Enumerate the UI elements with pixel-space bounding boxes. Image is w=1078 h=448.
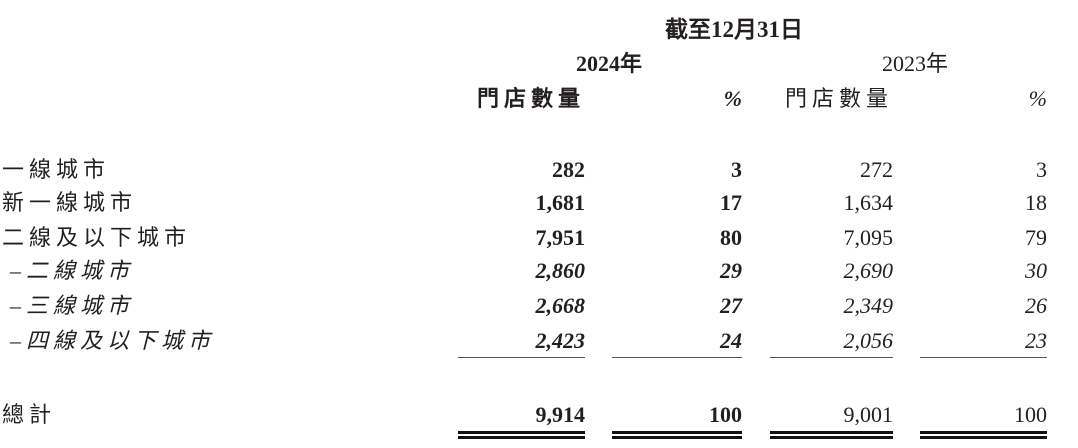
total-label: 總計 bbox=[2, 402, 57, 427]
total-double-rule bbox=[920, 431, 1047, 434]
cell-pct-2024: 24 bbox=[720, 328, 742, 353]
subtotal-rule bbox=[920, 357, 1047, 358]
row-label: –四線及以下城市 bbox=[10, 328, 216, 353]
cell-stores-2023: 2,056 bbox=[843, 328, 894, 353]
cell-stores-2024: 7,951 bbox=[535, 225, 586, 250]
period-header: 截至12月31日 bbox=[665, 17, 803, 42]
cell-pct-2024: 17 bbox=[720, 190, 742, 215]
row-label: 一線城市 bbox=[2, 157, 111, 182]
col-header-stores-2024: 門店數量 bbox=[476, 86, 585, 111]
cell-stores-2023: 2,349 bbox=[843, 293, 894, 318]
cell-stores-2024: 282 bbox=[552, 157, 585, 182]
col-header-stores-2023: 門店數量 bbox=[784, 86, 893, 111]
row-label: 新一線城市 bbox=[2, 190, 138, 215]
cell-stores-2023: 7,095 bbox=[843, 225, 894, 250]
cell-stores-2023: 272 bbox=[860, 157, 893, 182]
total-double-rule bbox=[920, 436, 1047, 439]
subtotal-rule bbox=[612, 357, 742, 358]
col-header-pct-2024: % bbox=[723, 86, 742, 111]
total-double-rule bbox=[770, 436, 893, 439]
cell-pct-2024: 27 bbox=[720, 293, 742, 318]
row-label: –二線城市 bbox=[10, 258, 135, 283]
cell-stores-2023: 2,690 bbox=[843, 258, 894, 283]
total-pct-2023: 100 bbox=[1014, 402, 1047, 427]
cell-pct-2024: 29 bbox=[720, 258, 742, 283]
total-stores-2024: 9,914 bbox=[535, 402, 586, 427]
col-header-pct-2023: % bbox=[1028, 86, 1047, 111]
total-double-rule bbox=[458, 436, 585, 439]
cell-stores-2024: 2,860 bbox=[535, 258, 586, 283]
cell-stores-2023: 1,634 bbox=[843, 190, 894, 215]
cell-stores-2024: 1,681 bbox=[535, 190, 586, 215]
row-label: 二線及以下城市 bbox=[2, 225, 192, 250]
row-label: –三線城市 bbox=[10, 293, 135, 318]
cell-stores-2024: 2,423 bbox=[535, 328, 586, 353]
total-pct-2024: 100 bbox=[709, 402, 742, 427]
year-2024-header: 2024年 bbox=[575, 51, 642, 76]
cell-pct-2023: 30 bbox=[1025, 258, 1047, 283]
total-double-rule bbox=[770, 431, 893, 434]
cell-pct-2023: 79 bbox=[1025, 225, 1047, 250]
cell-pct-2023: 18 bbox=[1025, 190, 1047, 215]
total-double-rule bbox=[458, 431, 585, 434]
cell-pct-2023: 23 bbox=[1025, 328, 1047, 353]
year-2023-header: 2023年 bbox=[881, 51, 948, 76]
total-stores-2023: 9,001 bbox=[843, 402, 894, 427]
subtotal-rule bbox=[770, 357, 893, 358]
total-double-rule bbox=[612, 431, 742, 434]
cell-pct-2023: 3 bbox=[1036, 157, 1047, 182]
subtotal-rule bbox=[458, 357, 585, 358]
cell-pct-2023: 26 bbox=[1025, 293, 1047, 318]
cell-pct-2024: 80 bbox=[720, 225, 742, 250]
cell-pct-2024: 3 bbox=[731, 157, 742, 182]
total-double-rule bbox=[612, 436, 742, 439]
cell-stores-2024: 2,668 bbox=[535, 293, 586, 318]
